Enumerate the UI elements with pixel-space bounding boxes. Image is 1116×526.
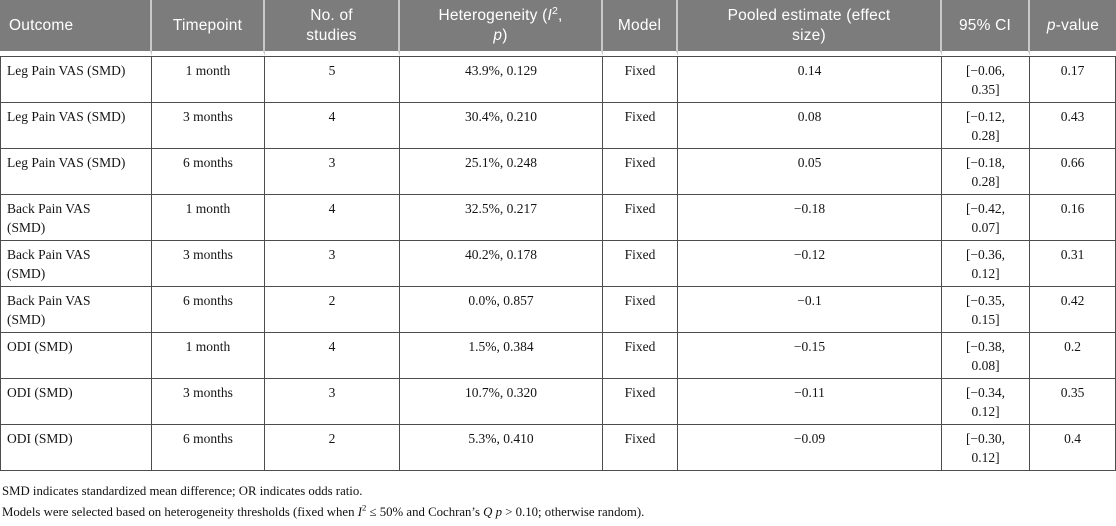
cell-heterogeneity: 1.5%, 0.384 — [400, 332, 603, 379]
cell-model: Fixed — [603, 194, 678, 241]
table-header-row: Outcome Timepoint No. of studies Heterogenei… — [0, 0, 1116, 56]
cell-heterogeneity: 30.4%, 0.210 — [400, 102, 603, 149]
cell-n_studies: 2 — [265, 424, 400, 471]
cell-timepoint: 6 months — [152, 286, 265, 333]
cell-n_studies: 3 — [265, 378, 400, 425]
cell-timepoint: 1 month — [152, 56, 265, 103]
footnote: SMD indicates standardized mean differen… — [2, 483, 363, 498]
cell-ci: [−0.30, 0.12] — [942, 424, 1030, 471]
column-header-model: Model — [603, 0, 678, 56]
cell-n_studies: 3 — [265, 240, 400, 287]
cell-ci: [−0.18, 0.28] — [942, 148, 1030, 195]
footnote: Models were selected based on heterogene… — [2, 503, 645, 520]
cell-model: Fixed — [603, 424, 678, 471]
cell-outcome: Leg Pain VAS (SMD) — [0, 56, 152, 103]
column-header-timepoint: Timepoint — [152, 0, 265, 56]
cell-outcome: Leg Pain VAS (SMD) — [0, 102, 152, 149]
cell-outcome: Back Pain VAS (SMD) — [0, 194, 152, 241]
cell-timepoint: 6 months — [152, 424, 265, 471]
cell-n_studies: 3 — [265, 148, 400, 195]
table-row: Leg Pain VAS (SMD) 1 month 5 43.9%, 0.129 Fi… — [0, 56, 1116, 103]
table-row: Leg Pain VAS (SMD) 6 months 3 25.1%, 0.248 F… — [0, 148, 1116, 195]
cell-pooled: 0.14 — [678, 56, 942, 103]
column-header-pooled: Pooled estimate (effect size) — [678, 0, 942, 56]
cell-pooled: 0.05 — [678, 148, 942, 195]
table-row: ODI (SMD) 3 months 3 10.7%, 0.320 Fixed −0.11… — [0, 378, 1116, 425]
cell-timepoint: 3 months — [152, 378, 265, 425]
cell-ci: [−0.35, 0.15] — [942, 286, 1030, 333]
cell-model: Fixed — [603, 102, 678, 149]
cell-pooled: −0.18 — [678, 194, 942, 241]
column-header-ci: 95% CI — [942, 0, 1030, 56]
cell-model: Fixed — [603, 332, 678, 379]
cell-p: 0.31 — [1030, 240, 1116, 287]
cell-p: 0.66 — [1030, 148, 1116, 195]
cell-ci: [−0.12, 0.28] — [942, 102, 1030, 149]
cell-outcome: Leg Pain VAS (SMD) — [0, 148, 152, 195]
cell-model: Fixed — [603, 56, 678, 103]
table-body: Leg Pain VAS (SMD) 1 month 5 43.9%, 0.129 Fi… — [0, 56, 1116, 471]
cell-p: 0.2 — [1030, 332, 1116, 379]
cell-timepoint: 1 month — [152, 332, 265, 379]
cell-timepoint: 1 month — [152, 194, 265, 241]
cell-pooled: −0.1 — [678, 286, 942, 333]
cell-heterogeneity: 43.9%, 0.129 — [400, 56, 603, 103]
cell-heterogeneity: 40.2%, 0.178 — [400, 240, 603, 287]
cell-p: 0.4 — [1030, 424, 1116, 471]
table-row: Back Pain VAS (SMD) 3 months 3 40.2%, 0.178 F… — [0, 240, 1116, 287]
footnotes: SMD indicates standardized mean differen… — [0, 482, 1116, 522]
cell-timepoint: 3 months — [152, 102, 265, 149]
cell-heterogeneity: 25.1%, 0.248 — [400, 148, 603, 195]
cell-pooled: −0.09 — [678, 424, 942, 471]
cell-pooled: −0.11 — [678, 378, 942, 425]
cell-model: Fixed — [603, 148, 678, 195]
cell-p: 0.43 — [1030, 102, 1116, 149]
cell-outcome: Back Pain VAS (SMD) — [0, 286, 152, 333]
cell-outcome: ODI (SMD) — [0, 378, 152, 425]
column-header-p: p-value — [1030, 0, 1116, 56]
cell-n_studies: 4 — [265, 332, 400, 379]
cell-ci: [−0.34, 0.12] — [942, 378, 1030, 425]
cell-ci: [−0.36, 0.12] — [942, 240, 1030, 287]
cell-outcome: ODI (SMD) — [0, 332, 152, 379]
column-header-heterogeneity: Heterogeneity (I2, p) — [400, 0, 603, 56]
cell-ci: [−0.42, 0.07] — [942, 194, 1030, 241]
table-row: ODI (SMD) 6 months 2 5.3%, 0.410 Fixed −0.09[… — [0, 424, 1116, 471]
cell-pooled: −0.12 — [678, 240, 942, 287]
cell-pooled: 0.08 — [678, 102, 942, 149]
table-row: ODI (SMD) 1 month 4 1.5%, 0.384 Fixed −0.15 [−… — [0, 332, 1116, 379]
cell-n_studies: 2 — [265, 286, 400, 333]
cell-heterogeneity: 5.3%, 0.410 — [400, 424, 603, 471]
cell-heterogeneity: 32.5%, 0.217 — [400, 194, 603, 241]
cell-pooled: −0.15 — [678, 332, 942, 379]
cell-n_studies: 4 — [265, 194, 400, 241]
cell-timepoint: 3 months — [152, 240, 265, 287]
cell-n_studies: 5 — [265, 56, 400, 103]
cell-heterogeneity: 10.7%, 0.320 — [400, 378, 603, 425]
cell-model: Fixed — [603, 240, 678, 287]
cell-n_studies: 4 — [265, 102, 400, 149]
cell-p: 0.17 — [1030, 56, 1116, 103]
column-header-outcome: Outcome — [0, 0, 152, 56]
cell-timepoint: 6 months — [152, 148, 265, 195]
cell-outcome: Back Pain VAS (SMD) — [0, 240, 152, 287]
meta-analysis-results-table: Outcome Timepoint No. of studies Heterogenei… — [0, 0, 1116, 471]
cell-model: Fixed — [603, 378, 678, 425]
cell-p: 0.35 — [1030, 378, 1116, 425]
table-row: Leg Pain VAS (SMD) 3 months 4 30.4%, 0.210 F… — [0, 102, 1116, 149]
cell-heterogeneity: 0.0%, 0.857 — [400, 286, 603, 333]
table-row: Back Pain VAS (SMD) 1 month 4 32.5%, 0.217 Fi… — [0, 194, 1116, 241]
cell-ci: [−0.38, 0.08] — [942, 332, 1030, 379]
table-header: Outcome Timepoint No. of studies Heterogenei… — [0, 0, 1116, 56]
cell-outcome: ODI (SMD) — [0, 424, 152, 471]
cell-model: Fixed — [603, 286, 678, 333]
cell-p: 0.16 — [1030, 194, 1116, 241]
table-row: Back Pain VAS (SMD) 6 months 2 0.0%, 0.857 Fi… — [0, 286, 1116, 333]
cell-p: 0.42 — [1030, 286, 1116, 333]
cell-ci: [−0.06, 0.35] — [942, 56, 1030, 103]
column-header-n_studies: No. of studies — [265, 0, 400, 56]
